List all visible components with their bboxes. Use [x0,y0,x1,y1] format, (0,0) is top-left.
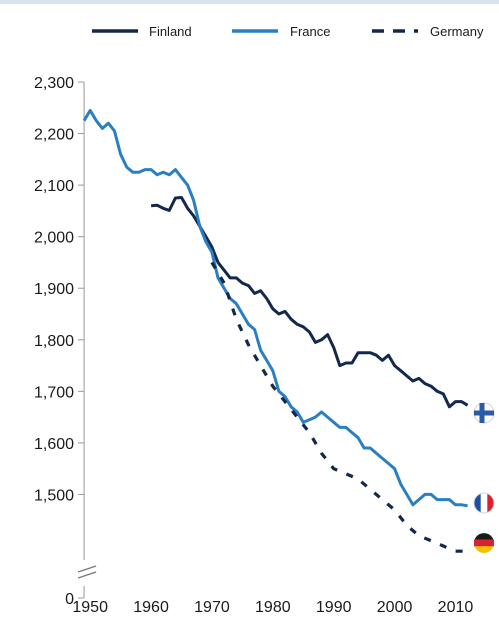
y-tick-label: 2,300 [34,75,74,92]
top-border [0,0,499,4]
y-tick-label: 1,700 [34,384,74,401]
finland-flag-icon [473,402,495,424]
plot-area [82,108,469,553]
x-tick-label: 1980 [255,599,291,616]
legend-item-finland: Finland [92,24,192,39]
legend-item-france: France [232,24,330,39]
y-tick-label: 0 [65,591,74,608]
x-tick-label: 2000 [377,599,413,616]
x-tick-label: 1990 [316,599,352,616]
france-flag-icon [473,492,495,514]
y-tick-label: 1,900 [34,281,74,298]
germany-flag-icon [474,533,494,553]
flags [473,402,495,553]
y-axis-break-mark [77,565,97,579]
y-tick-label: 1,600 [34,436,74,453]
y-tick-label: 2,000 [34,230,74,247]
x-tick-label: 1970 [194,599,230,616]
y-tick-label: 2,200 [34,127,74,144]
x-tick-label: 1950 [72,599,108,616]
series-line-france [82,108,468,508]
x-tick-label: 2010 [438,599,474,616]
y-axis: 0 1,500 1,600 1,700 1,800 1,900 2,000 2,100 2,20… [34,75,97,608]
y-tick-label: 1,500 [34,487,74,504]
legend-item-germany: Germany [372,24,484,39]
legend: Finland France Germany [92,24,484,39]
legend-label: Germany [430,24,484,39]
y-tick-label: 2,100 [34,178,74,195]
series-line-finland [150,196,469,409]
legend-label: France [290,24,330,39]
legend-label: Finland [149,24,192,39]
x-axis: 1950 1960 1970 1980 1990 2000 2010 [72,599,473,616]
series-line-germany [210,261,468,553]
y-tick-label: 1,800 [34,333,74,350]
x-tick-label: 1960 [133,599,169,616]
